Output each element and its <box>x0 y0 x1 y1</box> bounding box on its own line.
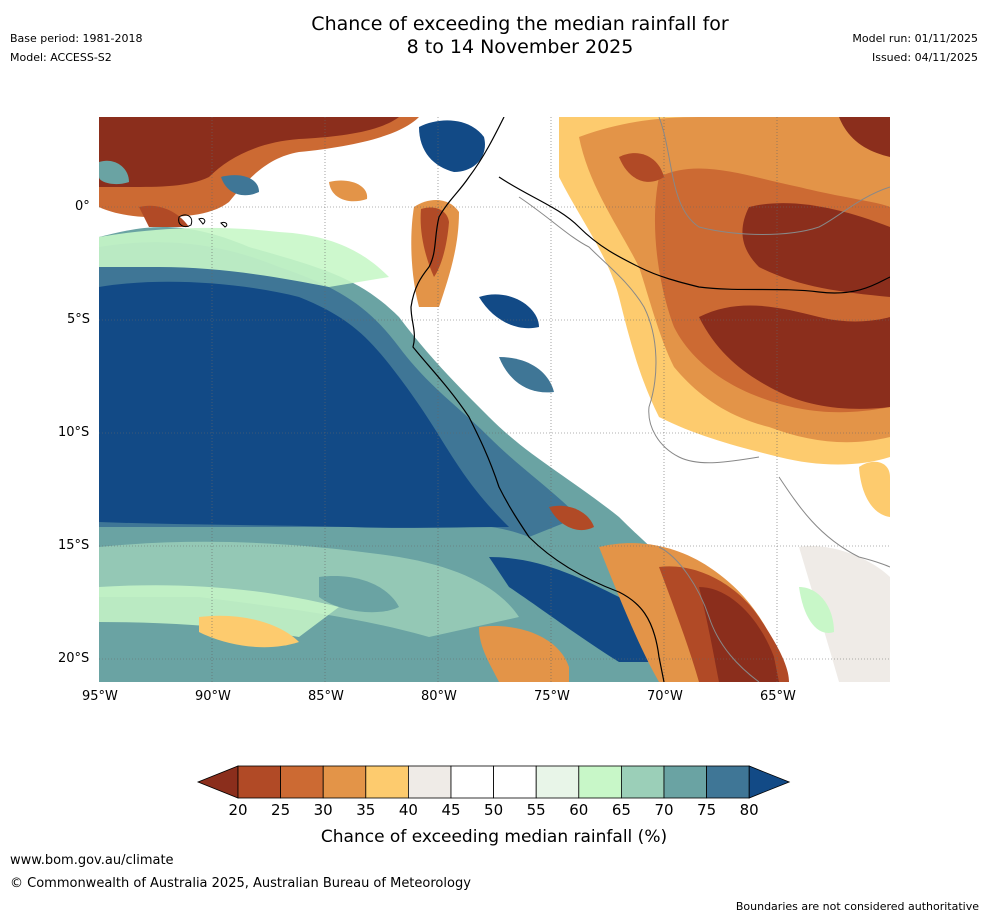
northwest-dry-region <box>99 117 419 227</box>
colorbar-cell <box>450 765 494 799</box>
colorbar-tick-label: 40 <box>398 801 418 819</box>
colorbar-cell <box>237 765 281 799</box>
colorbar-cell <box>535 765 580 799</box>
amazon-river <box>498 176 890 294</box>
colorbar-tick-label: 60 <box>569 801 589 819</box>
colorbar-tick-label: 80 <box>739 801 759 819</box>
colorbar-tick-label: 50 <box>484 801 504 819</box>
country-border-3 <box>658 476 890 682</box>
colorbar-extend-low <box>196 765 239 799</box>
colorbar-cell <box>493 765 537 799</box>
country-border-2 <box>658 117 890 235</box>
coastline <box>410 117 665 682</box>
rainfall-map-svg <box>99 117 890 682</box>
lat-label-5s: 5°S <box>67 312 91 327</box>
colorbar-tick-label: 30 <box>313 801 333 819</box>
colorbar-tick-label: 25 <box>271 801 291 819</box>
colorbar-cell <box>322 765 367 799</box>
title-line-1: Chance of exceeding the median rainfall … <box>311 13 729 35</box>
lon-label-80w: 80°W <box>421 689 457 704</box>
base-period: Base period: 1981-2018 <box>10 32 143 45</box>
colorbar-tick-label: 20 <box>228 801 248 819</box>
colorbar-cell <box>663 765 707 799</box>
map-title: Chance of exceeding the median rainfall … <box>0 13 988 59</box>
colorbar-title: Chance of exceeding median rainfall (%) <box>320 827 668 847</box>
country-border-1 <box>518 196 760 464</box>
lon-label-75w: 75°W <box>534 689 570 704</box>
rainfall-map <box>99 117 890 682</box>
south-dry-region <box>199 505 789 682</box>
model-run: Model run: 01/11/2025 <box>852 32 978 45</box>
lat-label-20s: 20°S <box>58 651 90 666</box>
lon-label-95w: 95°W <box>82 689 118 704</box>
colorbar-cell <box>620 765 665 799</box>
issued-date: Issued: 04/11/2025 <box>871 51 978 64</box>
copyright-notice: © Commonwealth of Australia 2025, Austra… <box>10 876 471 891</box>
lon-label-85w: 85°W <box>308 689 344 704</box>
colorbar-tick-label: 45 <box>441 801 461 819</box>
lon-label-65w: 65°W <box>760 689 796 704</box>
southeast-light-region <box>799 461 890 682</box>
colorbar-tick-label: 75 <box>697 801 717 819</box>
website-link[interactable]: www.bom.gov.au/climate <box>10 853 174 868</box>
colorbar-cell <box>407 765 452 799</box>
lat-label-0: 0° <box>75 199 90 214</box>
lon-label-90w: 90°W <box>195 689 231 704</box>
colorbar-tick-label: 65 <box>611 801 631 819</box>
colorbar-cell <box>706 765 750 799</box>
galapagos-islands <box>178 214 228 228</box>
ocean-green-band <box>99 227 519 637</box>
colorbar-extend-high <box>748 765 791 799</box>
lon-label-70w: 70°W <box>647 689 683 704</box>
colorbar-cell <box>365 765 409 799</box>
lat-label-15s: 15°S <box>58 538 90 553</box>
colorbar-tick-label: 55 <box>526 801 546 819</box>
boundary-disclaimer: Boundaries are not considered authoritat… <box>735 900 979 913</box>
title-line-2: 8 to 14 November 2025 <box>406 36 634 58</box>
colorbar <box>196 765 791 799</box>
model-name: Model: ACCESS-S2 <box>10 51 112 64</box>
amazon-dry-region <box>559 117 890 465</box>
lat-label-10s: 10°S <box>58 425 90 440</box>
colorbar-tick-label: 35 <box>356 801 376 819</box>
colorbar-cell <box>280 765 324 799</box>
north-wet-patches <box>99 120 554 393</box>
graticule <box>99 117 890 682</box>
colorbar-tick-label: 70 <box>654 801 674 819</box>
colorbar-cell <box>578 765 622 799</box>
